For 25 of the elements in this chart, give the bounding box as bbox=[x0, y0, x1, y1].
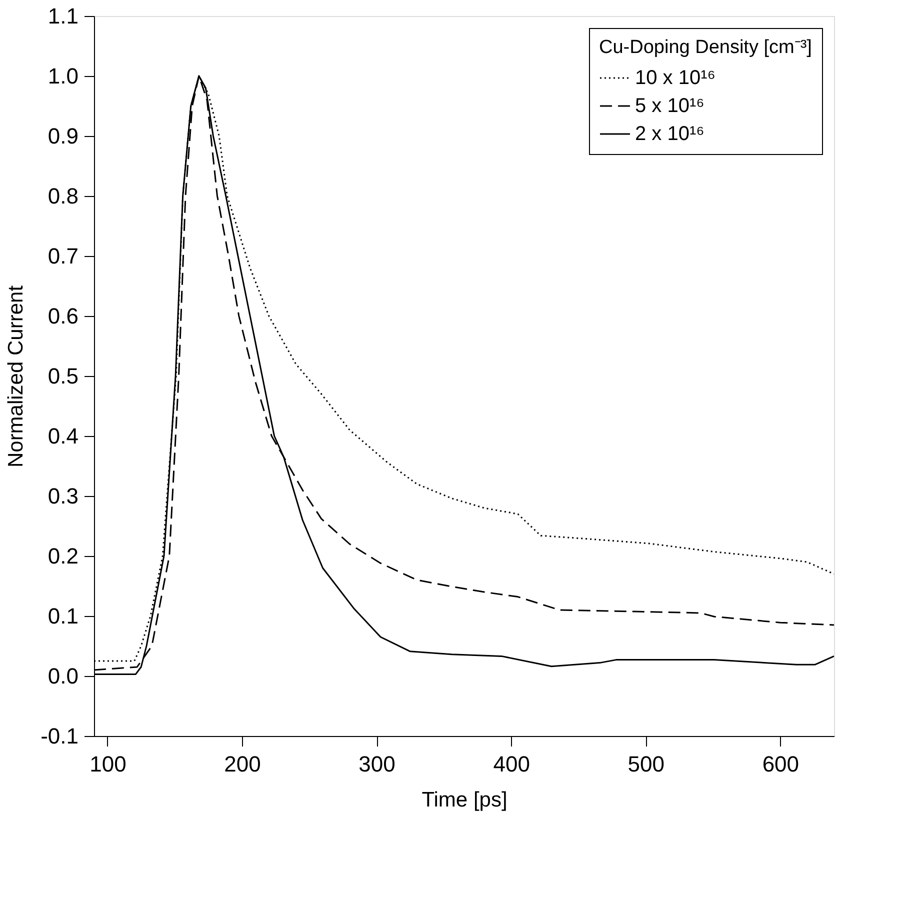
y-tick-label: 0.3 bbox=[48, 484, 78, 508]
legend-label: 2 x 10¹⁶ bbox=[635, 123, 704, 145]
y-tick-label: 1.1 bbox=[48, 4, 78, 28]
x-tick-label: 400 bbox=[493, 752, 530, 776]
x-tick-label: 600 bbox=[762, 752, 800, 776]
y-tick-label: 1.0 bbox=[48, 64, 78, 88]
y-tick-label: -0.1 bbox=[40, 724, 78, 748]
legend-title: Cu-Doping Density [cm⁻³] bbox=[599, 37, 812, 58]
y-axis-title: Normalized Current bbox=[4, 285, 28, 468]
x-tick-label: 500 bbox=[628, 752, 664, 776]
x-axis-title: Time [ps] bbox=[422, 788, 508, 812]
x-tick-label: 100 bbox=[90, 752, 126, 776]
x-tick-label: 200 bbox=[224, 752, 261, 776]
x-tick-label: 300 bbox=[358, 752, 396, 776]
y-tick-label: 0.7 bbox=[48, 244, 78, 268]
y-tick-label: 0.8 bbox=[48, 184, 78, 208]
y-tick-label: 0.5 bbox=[48, 364, 78, 388]
y-tick-label: 0.9 bbox=[48, 124, 78, 148]
legend-label: 5 x 10¹⁶ bbox=[635, 95, 704, 117]
y-tick-label: 0.4 bbox=[48, 424, 78, 448]
y-tick-label: 0.0 bbox=[48, 664, 78, 688]
y-tick-label: 0.6 bbox=[48, 304, 78, 328]
legend-label: 10 x 10¹⁶ bbox=[635, 67, 716, 89]
y-tick-label: 0.2 bbox=[48, 544, 78, 568]
y-tick-label: 0.1 bbox=[48, 604, 78, 628]
